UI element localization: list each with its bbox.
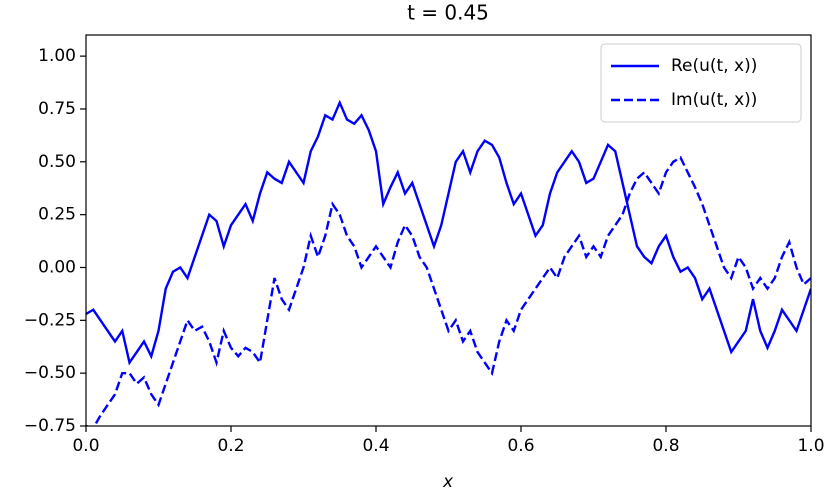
x-axis-label: x: [442, 472, 454, 492]
y-tick-label: 0.50: [38, 152, 76, 172]
legend-label: Im(u(t, x)): [671, 90, 757, 110]
x-tick-label: 0.8: [652, 436, 679, 456]
x-tick-label: 0.2: [217, 436, 244, 456]
y-tick-label: 0.25: [38, 205, 76, 225]
legend-box: [600, 43, 802, 123]
x-tick-label: 0.0: [72, 436, 99, 456]
x-tick-label: 0.6: [507, 436, 534, 456]
series-line: [86, 155, 811, 426]
y-tick-label: 1.00: [38, 46, 76, 66]
x-tick-label: 1.0: [797, 436, 824, 456]
y-tick-label: −0.75: [24, 416, 76, 436]
y-tick-label: 0.75: [38, 99, 76, 119]
plot-frame: [85, 34, 812, 427]
y-tick-label: −0.25: [24, 310, 76, 330]
legend-label: Re(u(t, x)): [671, 56, 757, 76]
chart-title: t = 0.45: [407, 1, 489, 25]
x-tick-label: 0.4: [362, 436, 389, 456]
y-tick-label: −0.50: [24, 363, 76, 383]
y-tick-label: 0.00: [38, 257, 76, 277]
series-line: [86, 99, 811, 366]
